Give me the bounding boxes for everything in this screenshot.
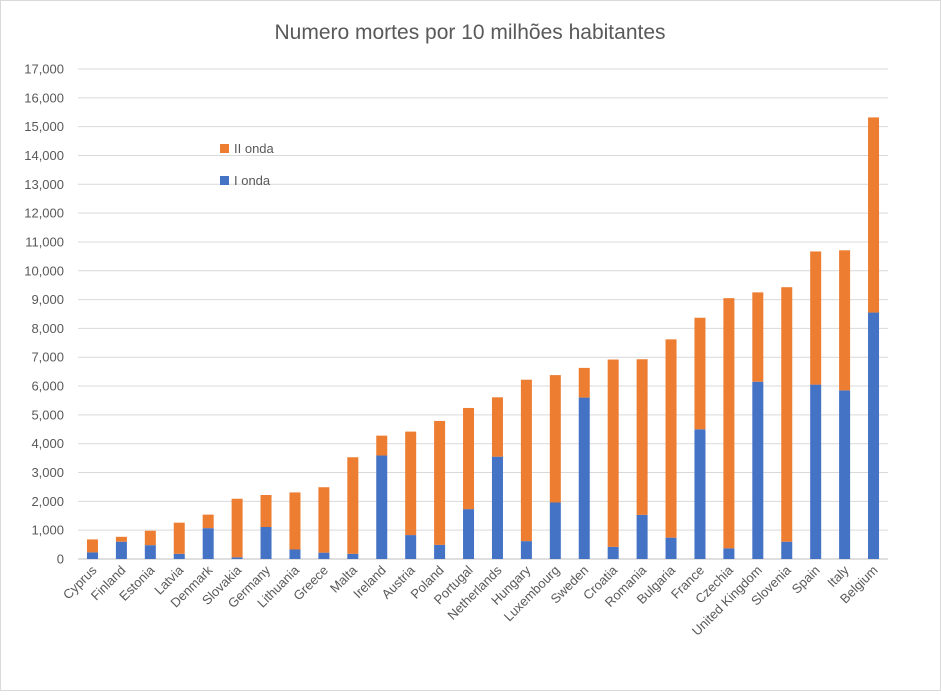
y-tick-label: 7,000 bbox=[31, 350, 64, 365]
y-tick-label: 5,000 bbox=[31, 407, 64, 422]
bar-ii-onda-ireland bbox=[376, 435, 388, 456]
y-tick-label: 9,000 bbox=[31, 292, 64, 307]
bar-i-onda-ireland bbox=[376, 455, 388, 559]
bar-ii-onda-greece bbox=[318, 487, 330, 553]
bar-ii-onda-spain bbox=[810, 251, 822, 385]
bar-i-onda-netherlands bbox=[491, 456, 503, 559]
y-tick-label: 12,000 bbox=[24, 206, 64, 221]
bar-ii-onda-luxembourg bbox=[549, 375, 561, 503]
legend-label: II onda bbox=[234, 141, 275, 156]
bar-ii-onda-netherlands bbox=[491, 397, 503, 457]
bar-ii-onda-austria bbox=[405, 431, 417, 536]
y-tick-label: 11,000 bbox=[25, 234, 64, 249]
bar-ii-onda-france bbox=[694, 317, 706, 430]
bar-i-onda-belgium bbox=[868, 312, 880, 559]
gridlines bbox=[78, 68, 888, 560]
bar-ii-onda-lithuania bbox=[289, 492, 301, 550]
bar-i-onda-sweden bbox=[578, 397, 590, 559]
legend-swatch bbox=[220, 176, 229, 185]
bar-i-onda-poland bbox=[434, 544, 446, 559]
bar-ii-onda-estonia bbox=[144, 530, 156, 546]
bar-ii-onda-cyprus bbox=[86, 539, 98, 553]
y-tick-label: 8,000 bbox=[31, 321, 64, 336]
bar-ii-onda-czechia bbox=[723, 298, 735, 549]
bar-i-onda-latvia bbox=[173, 553, 185, 559]
bar-ii-onda-slovenia bbox=[781, 287, 793, 542]
y-tick-label: 0 bbox=[57, 552, 64, 567]
y-tick-label: 16,000 bbox=[24, 90, 64, 105]
y-tick-label: 6,000 bbox=[31, 379, 64, 394]
bar-ii-onda-finland bbox=[115, 536, 127, 542]
bar-ii-onda-hungary bbox=[520, 379, 532, 542]
bar-i-onda-denmark bbox=[202, 528, 214, 559]
x-tick-label: Spain bbox=[789, 563, 823, 597]
bar-i-onda-spain bbox=[810, 384, 822, 559]
legend-label: I onda bbox=[234, 173, 271, 188]
bar-i-onda-romania bbox=[636, 514, 648, 559]
bar-i-onda-austria bbox=[405, 535, 417, 559]
bar-i-onda-luxembourg bbox=[549, 502, 561, 559]
y-tick-label: 17,000 bbox=[24, 62, 64, 77]
y-tick-label: 1,000 bbox=[31, 523, 64, 538]
bar-i-onda-slovakia bbox=[231, 557, 243, 559]
bar-i-onda-czechia bbox=[723, 548, 735, 559]
bar-ii-onda-denmark bbox=[202, 514, 214, 529]
y-tick-label: 14,000 bbox=[24, 148, 64, 163]
bar-i-onda-croatia bbox=[607, 546, 619, 559]
bar-i-onda-lithuania bbox=[289, 549, 301, 559]
bar-i-onda-greece bbox=[318, 552, 330, 559]
bar-ii-onda-bulgaria bbox=[665, 339, 677, 538]
bar-ii-onda-belgium bbox=[868, 117, 880, 313]
bars bbox=[86, 117, 880, 559]
y-tick-label: 4,000 bbox=[31, 436, 64, 451]
y-tick-label: 15,000 bbox=[24, 119, 64, 134]
bar-ii-onda-portugal bbox=[463, 407, 475, 510]
bar-ii-onda-sweden bbox=[578, 367, 590, 398]
legend: II onda I onda bbox=[220, 141, 275, 188]
bar-ii-onda-germany bbox=[260, 495, 272, 528]
bar-i-onda-germany bbox=[260, 527, 272, 559]
y-tick-label: 3,000 bbox=[31, 465, 64, 480]
bar-ii-onda-poland bbox=[434, 420, 446, 545]
bar-i-onda-united-kingdom bbox=[752, 381, 764, 559]
bar-ii-onda-romania bbox=[636, 359, 648, 515]
x-axis: CyprusFinlandEstoniaLatviaDenmarkSlovaki… bbox=[60, 562, 881, 639]
y-tick-label: 13,000 bbox=[24, 177, 64, 192]
bar-ii-onda-malta bbox=[347, 457, 359, 554]
bar-i-onda-estonia bbox=[144, 545, 156, 559]
y-tick-label: 10,000 bbox=[24, 263, 64, 278]
bar-i-onda-france bbox=[694, 429, 706, 559]
y-axis: 0 1,000 2,000 3,000 4,000 5,000 6,000 7,000 8,00… bbox=[24, 62, 64, 567]
bar-i-onda-italy bbox=[839, 390, 851, 559]
bar-i-onda-hungary bbox=[520, 541, 532, 559]
bar-i-onda-cyprus bbox=[86, 552, 98, 559]
bar-ii-onda-slovakia bbox=[231, 498, 243, 558]
bar-i-onda-bulgaria bbox=[665, 537, 677, 559]
bar-i-onda-finland bbox=[115, 541, 127, 559]
bar-i-onda-portugal bbox=[463, 509, 475, 559]
bar-i-onda-slovenia bbox=[781, 541, 793, 559]
bar-i-onda-malta bbox=[347, 553, 359, 559]
bar-ii-onda-italy bbox=[839, 250, 851, 391]
bar-ii-onda-latvia bbox=[173, 522, 185, 554]
legend-swatch bbox=[220, 144, 229, 153]
chart-title: Numero mortes por 10 milhões habitantes bbox=[274, 21, 665, 44]
y-tick-label: 2,000 bbox=[31, 494, 64, 509]
bar-ii-onda-croatia bbox=[607, 359, 619, 547]
bar-ii-onda-united-kingdom bbox=[752, 292, 764, 382]
